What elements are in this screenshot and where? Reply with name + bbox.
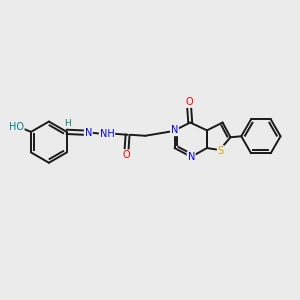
Text: HO: HO (9, 122, 24, 132)
Text: S: S (218, 146, 224, 156)
Text: N: N (188, 152, 195, 162)
Text: O: O (185, 97, 193, 107)
Text: H: H (64, 118, 71, 127)
Text: NH: NH (100, 129, 114, 139)
Text: N: N (171, 125, 178, 135)
Text: O: O (123, 150, 130, 161)
Text: N: N (85, 128, 92, 138)
